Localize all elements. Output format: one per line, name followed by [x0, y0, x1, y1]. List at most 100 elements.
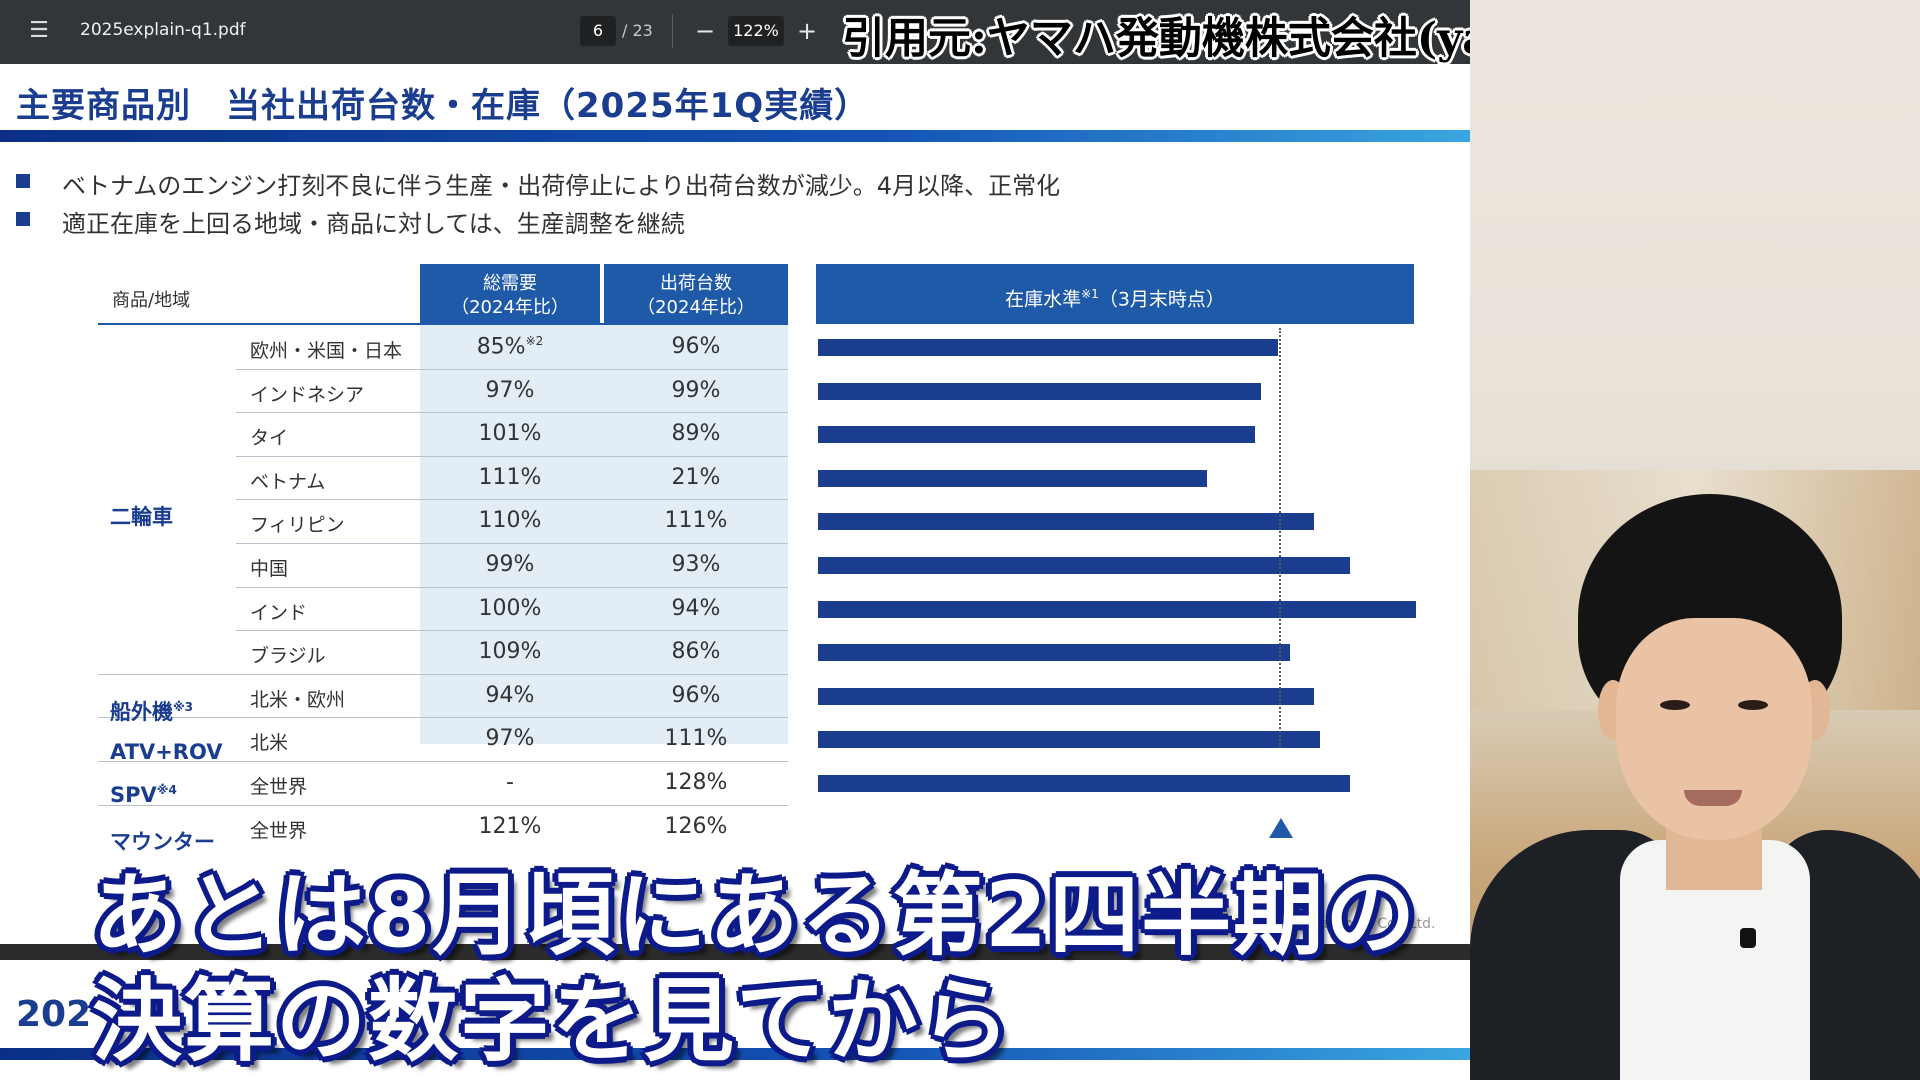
region-label: タイ	[250, 427, 289, 450]
demand-text: 97%	[485, 377, 535, 403]
category-spv-note: ※4	[156, 783, 177, 797]
region-label: インド	[250, 601, 308, 624]
inventory-bar	[818, 339, 1279, 356]
header-product-region: 商品/地域	[112, 290, 191, 311]
region-label: ブラジル	[250, 645, 326, 668]
inventory-bar	[818, 644, 1291, 662]
shipment-value: 86%	[671, 639, 721, 665]
shipment-value: 96%	[671, 682, 721, 708]
region-label: 中国	[250, 558, 289, 580]
header-stock-label: 在庫水準	[1005, 288, 1082, 311]
table-row: 全世界 - 128%	[0, 762, 1351, 806]
copyright: aha Motor Co., Ltd.	[1302, 916, 1436, 932]
header-stock-note: ※1	[1081, 287, 1099, 301]
inventory-bar	[818, 775, 1351, 792]
lapel-mic-icon	[1740, 928, 1756, 948]
zoom-in-button[interactable]: +	[796, 17, 818, 45]
region-label: ベトナム	[250, 470, 326, 493]
row-divider	[236, 368, 788, 370]
demand-text: 101%	[478, 421, 542, 447]
row-divider	[236, 455, 788, 457]
demand-value: 100%	[430, 596, 590, 621]
header-stock-date: （3月末時点）	[1098, 288, 1225, 311]
next-pdf-page: 202	[0, 960, 1470, 1080]
demand-text: 111%	[478, 464, 542, 490]
region-label: 全世界	[250, 819, 308, 842]
header-demand-sub: （2024年比）	[451, 297, 569, 318]
row-divider	[236, 499, 788, 501]
row-divider	[98, 760, 788, 762]
inventory-bar	[818, 513, 1315, 531]
inventory-bar	[818, 731, 1321, 749]
inventory-bar	[818, 382, 1261, 400]
region-label: フィリピン	[250, 514, 345, 537]
row-divider	[98, 673, 788, 675]
header-total-demand: 総需要 （2024年比）	[420, 264, 600, 324]
region-label: 欧州・米国・日本	[250, 340, 403, 362]
header-underline	[98, 323, 788, 325]
appropriate-inventory-line	[1279, 328, 1281, 748]
demand-text: -	[506, 770, 514, 795]
page-number-input[interactable]: 6	[580, 16, 616, 46]
title-accent-bar	[0, 130, 1470, 142]
header-shipments: 出荷台数 （2024年比）	[604, 264, 788, 324]
next-title-bar	[0, 1048, 1470, 1060]
row-divider	[236, 586, 788, 588]
row-divider	[236, 542, 788, 544]
shipment-value: 128%	[664, 770, 728, 795]
bullet-square-icon	[16, 174, 30, 188]
category-outboard-note: ※3	[173, 700, 194, 714]
demand-text: 121%	[478, 813, 542, 839]
menu-icon[interactable]: ☰	[29, 18, 49, 43]
demand-value: 85%※2	[430, 334, 590, 359]
table-row: フィリピン 110% 111%	[0, 500, 1315, 544]
subtitle-line-2: 決算の数字を見てから	[92, 969, 1012, 1074]
demand-value: 97%	[430, 726, 590, 751]
bullet-text: 適正在庫を上回る地域・商品に対しては、生産調整を継続	[62, 210, 685, 238]
face	[1616, 618, 1812, 840]
next-page-title: 202	[16, 994, 92, 1035]
pdf-toolbar: ☰ 2025explain-q1.pdf 6 / 23 − 122% +	[0, 0, 1470, 64]
region-label: インドネシア	[250, 383, 365, 406]
header-ship-sub: （2024年比）	[637, 297, 755, 318]
demand-value: 94%	[430, 683, 590, 708]
bullet-square-icon	[16, 212, 30, 226]
eye-right	[1738, 700, 1768, 710]
demand-value: 101%	[430, 421, 590, 446]
row-divider	[98, 804, 788, 806]
row-divider	[98, 717, 788, 719]
shipment-value: 126%	[664, 813, 728, 839]
demand-text: 109%	[478, 639, 542, 665]
zoom-out-button[interactable]: −	[694, 17, 716, 45]
header-inventory-level: 在庫水準※1（3月末時点）	[816, 264, 1414, 324]
demand-value: 99%	[430, 552, 590, 577]
demand-value: -	[430, 770, 590, 795]
shipment-value: 99%	[671, 377, 721, 403]
inventory-bar	[818, 557, 1351, 574]
category-spv: SPV※4	[110, 783, 177, 807]
shipment-value: 96%	[671, 334, 721, 359]
bullet-text: ベトナムのエンジン打刻不良に伴う生産・出荷停止により出荷台数が減少。4月以降、正…	[62, 172, 1061, 200]
demand-value: 111%	[430, 465, 590, 490]
demand-text: 99%	[485, 552, 535, 577]
shipment-value: 89%	[671, 421, 721, 447]
shipment-value: 93%	[671, 552, 721, 577]
demand-text: 110%	[478, 508, 542, 534]
table-row: インドネシア 97% 99%	[0, 370, 1261, 414]
slide-title: 主要商品別 当社出荷台数・在庫（2025年1Q実績）	[16, 86, 870, 126]
eye-left	[1660, 700, 1690, 710]
demand-value: 109%	[430, 639, 590, 664]
demand-value: 121%	[430, 814, 590, 839]
inventory-bar	[818, 426, 1255, 444]
region-label: 全世界	[250, 776, 308, 798]
category-counter: マウンター	[110, 830, 215, 854]
zoom-level-input[interactable]: 122%	[728, 16, 784, 46]
subtitle-line-1: あとは8月頃にある第2四半期の	[92, 863, 1418, 968]
row-divider	[236, 412, 788, 414]
pdf-page: 主要商品別 当社出荷台数・在庫（2025年1Q実績） ベトナムのエンジン打刻不良…	[0, 64, 1470, 944]
category-motorcycle: 二輪車	[110, 505, 173, 529]
region-label: 北米	[250, 732, 289, 755]
table-row: 北米・欧州 94% 96%	[0, 675, 1315, 719]
demand-footnote: ※2	[525, 334, 544, 348]
region-label: 北米・欧州	[250, 688, 346, 711]
